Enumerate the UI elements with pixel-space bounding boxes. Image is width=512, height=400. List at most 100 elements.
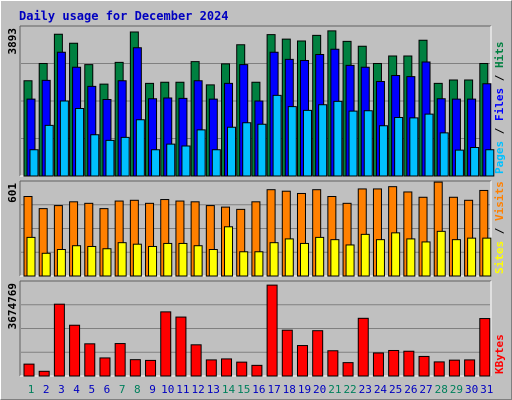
hits-files-pages-bar-pages-3 [59,100,69,177]
kbytes-bar-kbytes-18 [281,329,293,377]
visits-sites-bar-sites-10 [163,242,173,277]
visits-sites-bar-sites-22 [345,244,355,277]
kbytes-bar-kbytes-14 [221,358,233,377]
visits-sites-side-label-sites: Sites [493,241,506,274]
visits-sites-bar-sites-14 [224,226,234,277]
day-label-25: 25 [389,383,402,396]
hits-files-pages-side-label-files: Files [493,88,506,121]
kbytes-bar-kbytes-5 [84,343,96,377]
hits-files-pages-bar-pages-21 [333,100,343,177]
visits-sites-bar-sites-8 [132,243,142,277]
visits-sites-bar-sites-26 [406,238,416,277]
hits-files-pages-side-label-pages: Pages [493,141,506,174]
hits-files-pages-side-label-separator: / [493,68,506,88]
visits-sites-bar-sites-16 [254,251,264,277]
hits-files-pages-bar-pages-13 [211,149,221,177]
hits-files-pages-side-label: Pages / Files / Hits [493,42,506,175]
kbytes-side-label: KBytes [493,334,506,374]
hits-files-pages-bar-pages-25 [394,116,404,177]
day-label-11: 11 [176,383,189,396]
visits-sites-bar-sites-7 [117,242,127,277]
kbytes-bar-kbytes-28 [433,361,445,377]
visits-sites-bar-sites-20 [315,236,325,277]
kbytes-bar-kbytes-1 [23,363,35,377]
hits-files-pages-max-label: 3893 [6,28,19,55]
chart-title: Daily usage for December 2024 [19,9,229,23]
kbytes-bar-kbytes-2 [38,370,50,377]
day-label-30: 30 [465,383,478,396]
visits-sites-bar-sites-9 [148,245,158,277]
day-label-1: 1 [28,383,35,396]
kbytes-bar-kbytes-27 [418,355,430,377]
kbytes-bar-kbytes-19 [296,345,308,377]
visits-sites-bar-sites-15 [239,251,249,277]
visits-sites-bar-sites-24 [375,239,385,277]
kbytes-bar-kbytes-13 [205,359,217,377]
kbytes-bar-kbytes-20 [312,330,324,377]
day-label-27: 27 [419,383,432,396]
day-label-13: 13 [207,383,220,396]
visits-sites-bar-sites-17 [269,242,279,277]
kbytes-bar-kbytes-22 [342,362,354,377]
hits-files-pages-bar-pages-20 [318,104,328,177]
hits-files-pages-side-label-hits: Hits [493,42,506,69]
kbytes-bar-kbytes-30 [464,359,476,377]
visits-sites-bar-sites-2 [41,252,51,277]
day-label-21: 21 [328,383,341,396]
hits-files-pages-bar-pages-10 [166,143,176,177]
kbytes-side-label-kbytes: KBytes [493,334,506,374]
day-label-5: 5 [88,383,95,396]
day-label-12: 12 [192,383,205,396]
hits-files-pages-side-label-separator: / [493,121,506,141]
visits-sites-bar-sites-1 [26,236,36,277]
kbytes-bar-kbytes-15 [236,361,248,377]
hits-files-pages-bar-pages-31 [485,149,495,177]
visits-sites-bar-sites-23 [360,233,370,277]
hits-files-pages-bar-pages-22 [348,110,358,177]
visits-sites-bar-sites-13 [208,249,218,277]
visits-sites-bar-sites-25 [391,232,401,277]
visits-sites-bar-sites-30 [467,237,477,277]
day-label-24: 24 [374,383,388,396]
kbytes-bar-kbytes-8 [129,359,141,377]
visits-sites-bar-sites-28 [436,230,446,277]
visits-sites-side-label-separator: / [493,221,506,241]
day-label-2: 2 [43,383,50,396]
hits-files-pages-bar-pages-30 [470,146,480,177]
kbytes-bar-kbytes-12 [190,344,202,377]
kbytes-bar-kbytes-3 [53,303,65,377]
kbytes-bar-kbytes-6 [99,357,111,377]
day-label-31: 31 [480,383,493,396]
hits-files-pages-bar-pages-24 [378,125,388,177]
hits-files-pages-bar-pages-4 [75,107,85,177]
day-label-6: 6 [104,383,111,396]
hits-files-pages-bar-pages-12 [196,129,206,177]
hits-files-pages-bar-pages-28 [439,132,449,177]
visits-sites-bar-sites-11 [178,242,188,277]
day-label-15: 15 [237,383,250,396]
day-label-19: 19 [298,383,311,396]
hits-files-pages-bar-pages-17 [272,94,282,177]
visits-sites-side-label-visits: Visits [493,181,506,221]
kbytes-bar-kbytes-29 [448,359,460,377]
day-label-8: 8 [134,383,141,396]
visits-sites-bar-sites-5 [87,245,97,277]
kbytes-bar-kbytes-9 [145,359,157,377]
day-label-9: 9 [149,383,156,396]
kbytes-bar-kbytes-11 [175,316,187,377]
hits-files-pages-bar-pages-15 [242,122,252,177]
kbytes-bar-kbytes-26 [403,350,415,377]
kbytes-bar-kbytes-24 [372,352,384,377]
visits-sites-bar-sites-21 [330,239,340,277]
kbytes-max-label: 3674769 [6,283,19,329]
kbytes-bar-kbytes-4 [69,324,81,377]
kbytes-bar-kbytes-31 [479,318,491,377]
kbytes-bar-kbytes-25 [388,349,400,377]
visits-sites-bar-sites-27 [421,241,431,277]
visits-sites-bar-sites-4 [72,245,82,277]
day-label-14: 14 [222,383,236,396]
day-label-29: 29 [450,383,463,396]
kbytes-bar-kbytes-17 [266,284,278,377]
kbytes-bar-kbytes-23 [357,317,369,377]
visits-sites-bar-sites-12 [193,245,203,277]
